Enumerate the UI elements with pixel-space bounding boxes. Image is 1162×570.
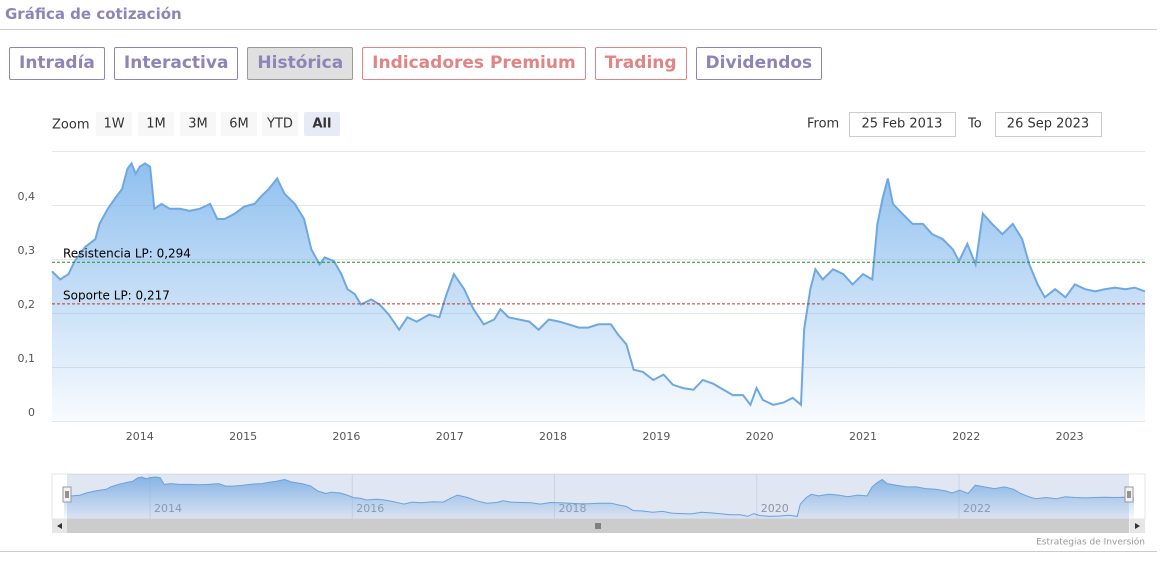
x-tick-label: 2022: [952, 430, 980, 443]
zoom-button[interactable]: [96, 112, 132, 136]
x-tick-label: 2020: [746, 430, 774, 443]
x-tick-label: 2023: [1056, 430, 1084, 443]
x-tick-label: 2018: [539, 430, 567, 443]
zoom-button-label[interactable]: YTD: [266, 117, 293, 132]
x-tick-label: 2016: [332, 430, 360, 443]
zoom-button-label[interactable]: 1W: [103, 117, 124, 132]
navigator-handle[interactable]: [1124, 486, 1134, 503]
x-tick-label: 2017: [436, 430, 464, 443]
y-tick-label: 0,2: [18, 298, 36, 311]
y-tick-label: 0,4: [18, 190, 36, 203]
x-tick-label: 2021: [849, 430, 877, 443]
from-input[interactable]: [849, 112, 956, 137]
zoom-button-label[interactable]: 6M: [229, 117, 249, 132]
navigator-tick-label: 2020: [761, 502, 789, 515]
zoom-button[interactable]: [221, 112, 257, 136]
y-tick-label: 0,1: [18, 352, 36, 365]
plot: Zoom 1W 1M 3M 6M YTD All From 25 Feb 2013 To 26 Se…: [18, 112, 1146, 548]
zoom-button[interactable]: [138, 112, 174, 136]
zoom-button[interactable]: [262, 112, 298, 136]
to-label: To: [967, 117, 982, 132]
zoom-button-label[interactable]: 1M: [146, 117, 166, 132]
area: [64, 477, 1134, 519]
zoom-button-label[interactable]: 3M: [188, 117, 208, 132]
zoom-button-label[interactable]: All: [313, 117, 332, 132]
title: Gráfica de cotización: [5, 5, 182, 23]
tab[interactable]: Histórica: [247, 47, 354, 80]
tab[interactable]: Indicadores Premium: [362, 47, 586, 80]
zoom-label: Zoom: [52, 118, 89, 133]
x-tick-label: 2014: [126, 430, 154, 443]
to-date[interactable]: 26 Sep 2023: [1007, 117, 1089, 132]
line: [51, 161, 1146, 407]
tab[interactable]: Intradía: [9, 47, 105, 80]
tabs: Intradía Interactiva Histórica Indicadores …: [9, 47, 823, 80]
navigator-mask: [67, 474, 1129, 519]
tab[interactable]: Dividendos: [695, 47, 823, 80]
zoom-button[interactable]: [180, 112, 216, 136]
reference-label: Soporte LP: 0,217: [63, 288, 170, 302]
from-date[interactable]: 25 Feb 2013: [862, 117, 943, 132]
scrollbar-arrow: [57, 523, 62, 529]
x-tick-label: 2019: [642, 430, 670, 443]
zoom-button[interactable]: [304, 112, 340, 136]
credit: Estrategias de Inversión: [1036, 537, 1145, 548]
line: [63, 476, 1135, 517]
area: [52, 163, 1145, 421]
x-tick-label: 2015: [229, 430, 257, 443]
from-label: From: [807, 117, 839, 132]
y-tick-label: 0,3: [18, 244, 36, 257]
scrollbar-arrow: [1135, 523, 1140, 529]
tab[interactable]: Interactiva: [113, 47, 239, 80]
reference-label: Resistencia LP: 0,294: [63, 247, 191, 261]
to-input[interactable]: [995, 112, 1102, 137]
navigator-handle[interactable]: [62, 486, 72, 503]
tab[interactable]: Trading: [594, 47, 687, 80]
y-tick-label: 0: [28, 406, 35, 419]
